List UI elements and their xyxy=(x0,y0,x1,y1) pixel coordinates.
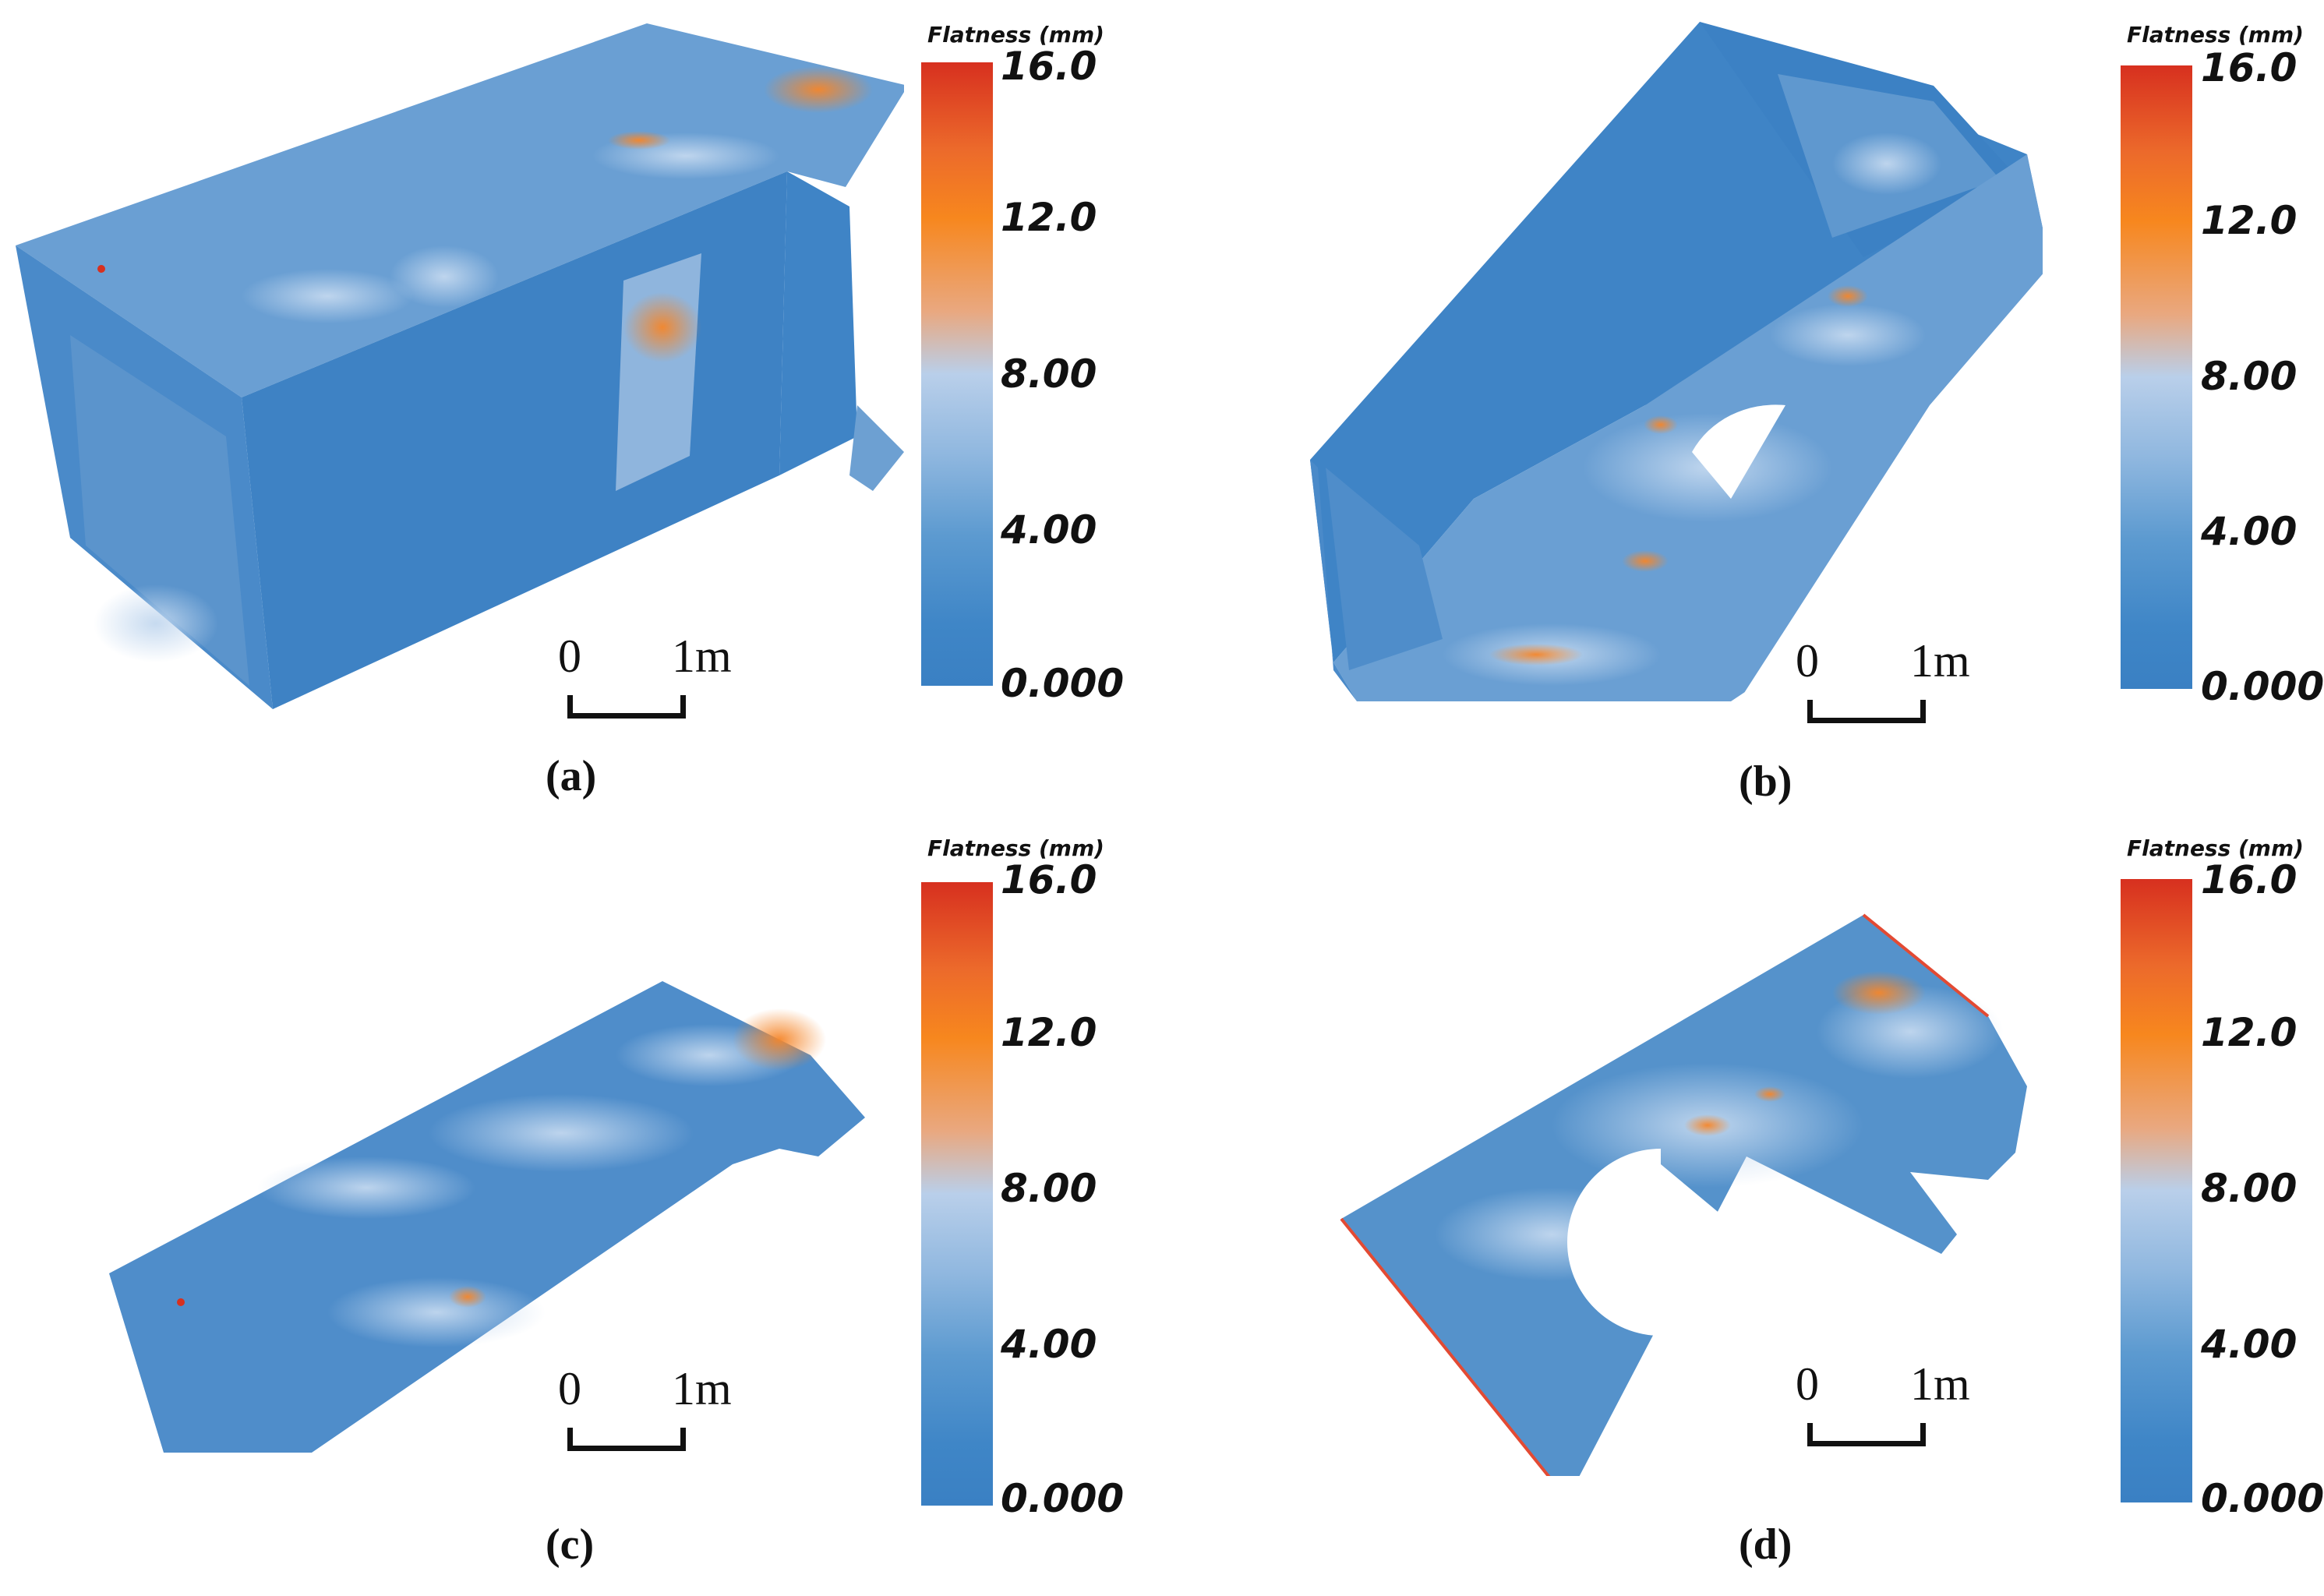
panel-caption: (a) xyxy=(546,752,597,800)
colorbar-title: Flatness (mm) xyxy=(927,835,1104,861)
colorbar-tick-8: 8.00 xyxy=(2201,1166,2298,1211)
panel-caption: (d) xyxy=(1739,1520,1792,1569)
colorbar-tick-12: 12.0 xyxy=(2201,198,2298,243)
colorbar-tick-4: 4.00 xyxy=(1001,507,1097,553)
colorbar-tick-12: 12.0 xyxy=(2201,1010,2298,1055)
panel-caption: (b) xyxy=(1739,757,1792,806)
panel-d: Flatness (mm) 16.0 12.0 8.00 4.00 0.000 … xyxy=(1162,798,2324,1596)
scalebar xyxy=(567,1428,686,1451)
colorbar-tick-4: 4.00 xyxy=(2201,509,2298,554)
scalebar-end-label: 1m xyxy=(672,1363,732,1414)
colorbar xyxy=(2121,879,2192,1502)
scalebar-start-label: 0 xyxy=(1796,635,1819,687)
panel-a: Flatness (mm) 16.0 12.0 8.00 4.00 0.000 … xyxy=(0,0,1162,798)
scan-model-b xyxy=(1310,22,2043,701)
colorbar-title: Flatness (mm) xyxy=(927,22,1104,48)
scalebar xyxy=(1807,1423,1926,1446)
colorbar-tick-12: 12.0 xyxy=(1001,195,1097,240)
colorbar-tick-8: 8.00 xyxy=(2201,354,2298,399)
scalebar xyxy=(1807,700,1926,723)
panel-b: Flatness (mm) 16.0 12.0 8.00 4.00 0.000 … xyxy=(1162,0,2324,803)
colorbar xyxy=(921,62,993,686)
panel-caption: (c) xyxy=(546,1520,595,1569)
scan-model-d xyxy=(1340,913,2027,1476)
colorbar-tick-0: 0.000 xyxy=(1001,1476,1125,1521)
colorbar-tick-8: 8.00 xyxy=(1001,1166,1097,1211)
colorbar-tick-16: 16.0 xyxy=(1001,857,1097,902)
scan-model-c xyxy=(109,981,865,1453)
colorbar-tick-4: 4.00 xyxy=(1001,1322,1097,1367)
scalebar-start-label: 0 xyxy=(558,1363,581,1414)
colorbar-tick-16: 16.0 xyxy=(2201,857,2298,902)
colorbar-tick-4: 4.00 xyxy=(2201,1322,2298,1367)
colorbar-title: Flatness (mm) xyxy=(2127,835,2304,861)
panel-c: Flatness (mm) 16.0 12.0 8.00 4.00 0.000 … xyxy=(0,798,1162,1596)
colorbar xyxy=(2121,65,2192,689)
colorbar-tick-8: 8.00 xyxy=(1001,351,1097,397)
scalebar-end-label: 1m xyxy=(1910,1358,1970,1410)
colorbar xyxy=(921,882,993,1506)
colorbar-tick-0: 0.000 xyxy=(2201,1476,2324,1521)
colorbar-title: Flatness (mm) xyxy=(2127,22,2304,48)
scalebar-end-label: 1m xyxy=(672,630,732,682)
scalebar xyxy=(567,695,686,719)
scalebar-start-label: 0 xyxy=(1796,1358,1819,1410)
colorbar-tick-0: 0.000 xyxy=(2201,664,2324,709)
colorbar-tick-16: 16.0 xyxy=(1001,44,1097,89)
scan-model-a xyxy=(16,23,904,709)
colorbar-tick-16: 16.0 xyxy=(2201,45,2298,90)
colorbar-tick-0: 0.000 xyxy=(1001,661,1125,706)
colorbar-tick-12: 12.0 xyxy=(1001,1010,1097,1055)
scalebar-end-label: 1m xyxy=(1910,635,1970,687)
scalebar-start-label: 0 xyxy=(558,630,581,682)
